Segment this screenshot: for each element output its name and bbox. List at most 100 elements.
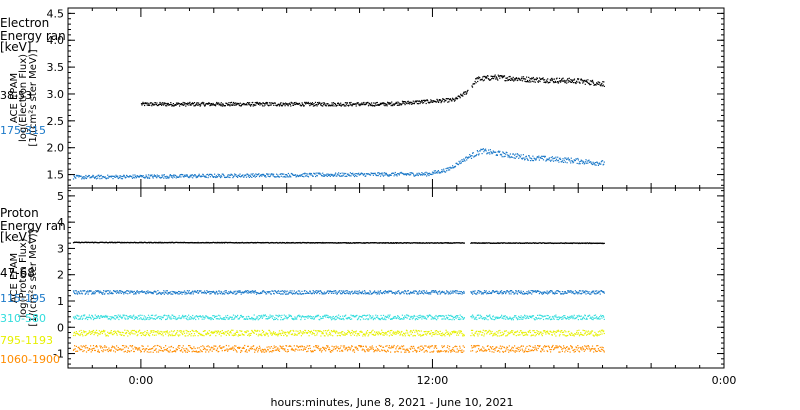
data-point bbox=[269, 314, 271, 316]
data-point bbox=[176, 331, 178, 334]
data-point bbox=[422, 316, 424, 318]
data-point bbox=[490, 152, 493, 154]
data-point bbox=[537, 156, 539, 158]
data-point bbox=[355, 175, 357, 177]
data-point bbox=[540, 157, 542, 159]
data-point bbox=[319, 330, 321, 332]
data-point bbox=[81, 333, 83, 335]
data-point bbox=[236, 175, 238, 177]
data-point bbox=[411, 318, 413, 320]
data-point bbox=[221, 105, 223, 107]
data-point bbox=[92, 291, 94, 293]
data-point bbox=[93, 176, 95, 178]
data-point bbox=[169, 291, 171, 293]
data-point bbox=[378, 292, 380, 294]
data-point bbox=[567, 316, 569, 318]
data-point bbox=[341, 331, 343, 333]
data-point bbox=[120, 178, 122, 180]
data-point bbox=[178, 330, 180, 332]
data-point bbox=[83, 178, 85, 180]
data-point bbox=[93, 334, 95, 336]
data-point bbox=[405, 174, 408, 176]
data-point bbox=[487, 152, 489, 154]
data-point bbox=[84, 314, 86, 316]
data-point bbox=[175, 177, 177, 179]
data-point bbox=[509, 316, 511, 318]
data-point bbox=[564, 157, 566, 159]
data-point bbox=[534, 242, 536, 244]
data-point bbox=[279, 290, 281, 292]
data-point bbox=[589, 161, 591, 163]
data-point bbox=[576, 317, 578, 319]
data-point bbox=[138, 176, 140, 178]
data-point bbox=[237, 331, 239, 333]
data-point bbox=[433, 291, 435, 293]
data-point bbox=[191, 292, 193, 294]
data-point bbox=[250, 173, 252, 175]
data-point bbox=[266, 101, 268, 104]
data-point bbox=[202, 316, 204, 318]
data-point bbox=[234, 242, 236, 244]
data-point bbox=[107, 174, 109, 176]
data-point bbox=[528, 155, 530, 157]
data-point bbox=[304, 101, 306, 103]
data-point bbox=[408, 101, 410, 103]
data-point bbox=[110, 331, 112, 333]
data-point bbox=[417, 318, 419, 320]
data-point bbox=[570, 162, 572, 164]
data-point bbox=[108, 318, 111, 320]
data-point bbox=[426, 292, 428, 295]
data-point bbox=[598, 163, 600, 165]
data-point bbox=[482, 80, 484, 82]
data-point bbox=[212, 291, 214, 293]
data-point bbox=[144, 177, 146, 179]
data-point bbox=[434, 170, 436, 172]
data-point bbox=[526, 291, 528, 293]
data-point bbox=[371, 333, 373, 336]
data-point bbox=[597, 317, 599, 319]
data-point bbox=[603, 292, 605, 294]
data-point bbox=[356, 290, 358, 292]
data-point bbox=[250, 292, 252, 294]
data-point bbox=[358, 103, 360, 105]
data-point bbox=[192, 335, 194, 337]
data-point bbox=[430, 99, 432, 101]
data-point bbox=[222, 293, 225, 295]
data-point bbox=[563, 79, 565, 81]
data-point bbox=[355, 292, 357, 294]
data-point bbox=[153, 104, 155, 106]
data-point bbox=[487, 319, 489, 321]
data-point bbox=[579, 163, 581, 165]
data-point bbox=[567, 81, 569, 83]
data-point bbox=[111, 175, 113, 177]
data-point bbox=[361, 172, 363, 174]
data-point bbox=[155, 291, 157, 293]
data-point bbox=[603, 316, 605, 318]
data-point bbox=[276, 292, 278, 294]
data-point bbox=[152, 314, 154, 316]
data-point bbox=[134, 175, 137, 177]
data-point bbox=[97, 290, 99, 292]
data-point bbox=[413, 103, 415, 105]
data-point bbox=[427, 100, 429, 102]
data-point bbox=[229, 176, 231, 179]
data-point bbox=[141, 332, 144, 334]
data-point bbox=[465, 157, 467, 159]
data-point bbox=[566, 317, 568, 319]
data-point bbox=[91, 293, 93, 295]
data-point bbox=[366, 318, 368, 320]
data-point bbox=[300, 335, 302, 337]
data-point bbox=[334, 319, 336, 321]
data-point bbox=[540, 317, 542, 319]
data-point bbox=[474, 80, 476, 83]
data-point bbox=[490, 75, 492, 77]
data-point bbox=[279, 104, 281, 106]
data-point bbox=[194, 104, 197, 106]
data-point bbox=[372, 172, 374, 175]
data-point bbox=[410, 174, 412, 176]
data-point bbox=[87, 293, 89, 295]
data-point bbox=[208, 290, 210, 293]
data-point bbox=[490, 292, 493, 295]
data-point bbox=[509, 153, 511, 155]
data-point bbox=[349, 104, 352, 106]
